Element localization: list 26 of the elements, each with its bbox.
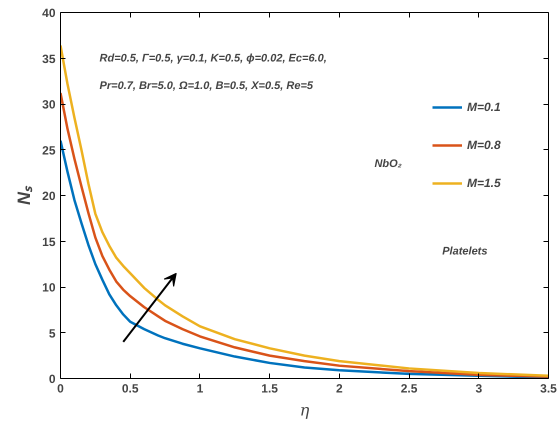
- x-tick-label: 0.5: [122, 382, 139, 396]
- legend-label: M=1.5: [467, 176, 501, 190]
- legend-label: M=0.1: [467, 100, 501, 114]
- x-tick-label: 2: [336, 382, 344, 396]
- x-tick-label: 3.5: [540, 382, 558, 396]
- y-tick-label: 40: [42, 6, 56, 20]
- x-axis-title: η: [300, 400, 310, 420]
- x-tick-label: 0: [57, 382, 64, 396]
- annotation: Platelets: [442, 246, 488, 258]
- y-axis-title: Nₛ: [14, 185, 34, 205]
- legend-label: M=0.8: [467, 138, 501, 152]
- y-tick-label: 25: [42, 143, 56, 158]
- y-tick-label: 35: [42, 52, 56, 66]
- annotation: Pr=0.7, Br=5.0, Ω=1.0, B=0.5, X=0.5, Re=5: [100, 80, 314, 92]
- y-tick-label: 15: [42, 234, 56, 249]
- y-tick-label: 10: [42, 280, 56, 294]
- annotation: NbO₂: [374, 158, 402, 170]
- y-tick-label: 20: [42, 189, 56, 203]
- annotation: Rd=0.5, Γ=0.5, γ=0.1, K=0.5, ϕ=0.02, Ec=6.0,: [100, 52, 327, 65]
- y-tick-label: 0: [48, 372, 56, 386]
- y-tick-label: 30: [42, 98, 56, 112]
- x-tick-label: 3: [475, 382, 482, 396]
- y-tick-label: 5: [48, 326, 56, 340]
- x-tick-label: 1: [196, 382, 204, 396]
- x-tick-label: 2.5: [400, 382, 418, 396]
- x-tick-label: 1.5: [261, 382, 278, 396]
